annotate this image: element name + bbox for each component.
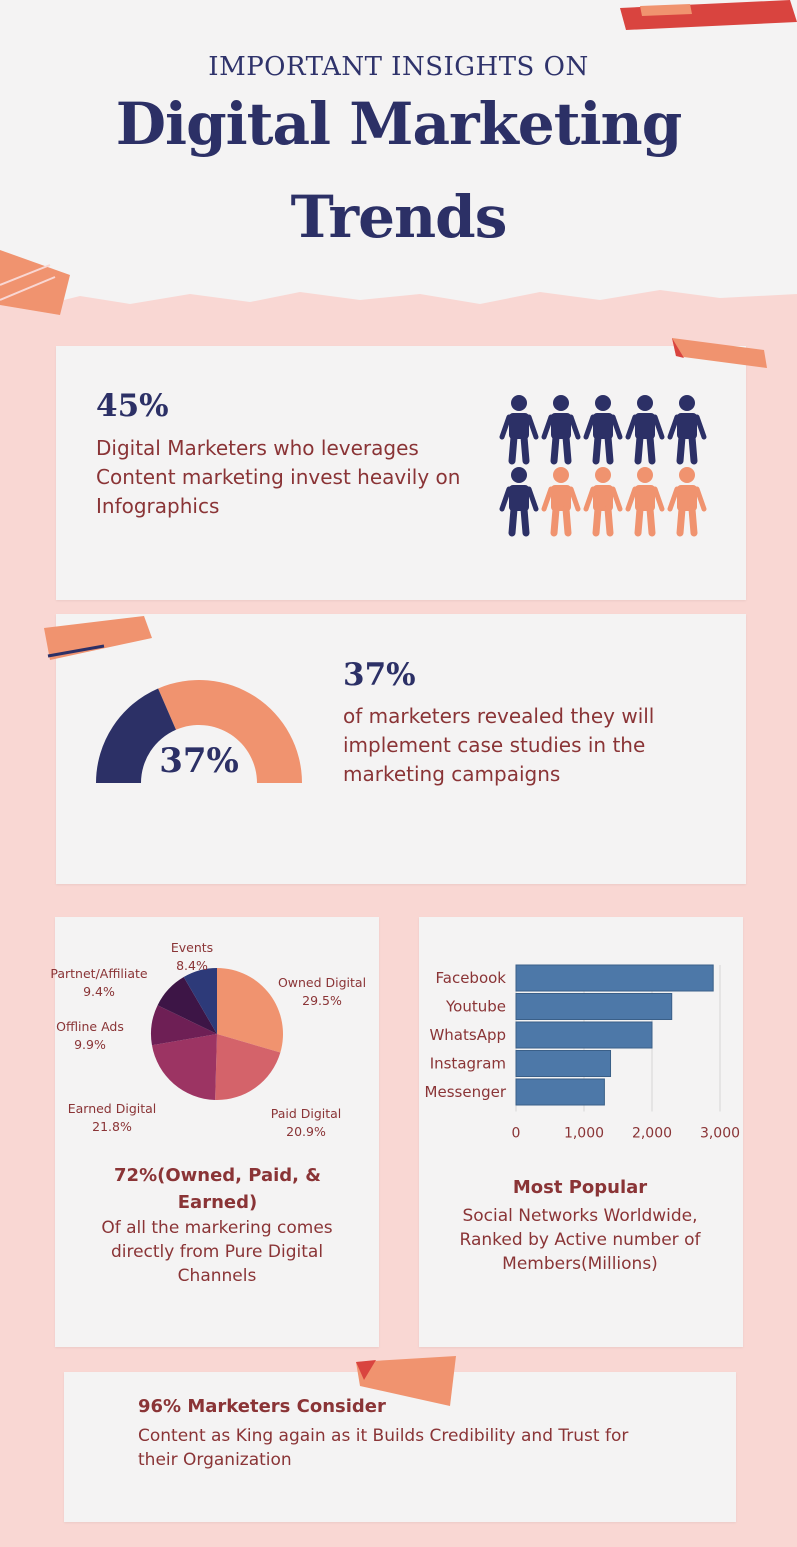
- bar: [515, 1078, 605, 1106]
- x-tick-label: 2,000: [632, 1126, 672, 1142]
- bar: [515, 993, 673, 1020]
- tape-card2: [44, 616, 152, 660]
- pie-category-label: Earned Digital: [68, 1101, 157, 1116]
- torn-paper-edge: [0, 290, 797, 332]
- pie-headline: 72%(Owned, Paid, & Earned): [114, 1165, 321, 1213]
- tape-left: [0, 250, 70, 315]
- person-icon: [499, 395, 539, 465]
- bottom-card: [64, 1372, 736, 1522]
- pie-category-label: Owned Digital: [278, 975, 366, 990]
- pie-value-label: 29.5%: [302, 993, 342, 1008]
- x-tick-label: 0: [512, 1126, 521, 1142]
- page-title-line2: Trends: [290, 183, 508, 251]
- pie-category-label: Offline Ads: [56, 1019, 124, 1034]
- tape-bottom: [356, 1356, 456, 1406]
- page-title: Digital Marketing: [115, 90, 683, 158]
- header-background: [0, 0, 797, 315]
- pie-value-label: 21.8%: [92, 1119, 132, 1134]
- pie-slice: [151, 1005, 217, 1046]
- bar-headline: Most Popular: [512, 1177, 648, 1198]
- pie-chart: Owned Digital 29.5% Paid Digital 20.9% Earne…: [50, 940, 366, 1139]
- person-icon: [667, 395, 707, 465]
- bar-description: Social Networks Worldwide, Ranked by Act…: [459, 1206, 701, 1274]
- bar-category-label: Youtube: [445, 998, 506, 1016]
- pie-slice: [217, 968, 283, 1053]
- header-kicker: IMPORTANT INSIGHTS ON: [208, 52, 589, 82]
- bar-category-label: WhatsApp: [429, 1026, 506, 1044]
- person-icon: [625, 467, 665, 537]
- pie-slice: [151, 1034, 217, 1100]
- gauge-value-arc: [96, 688, 176, 783]
- pie-category-label: Events: [171, 940, 213, 955]
- person-icon: [499, 467, 539, 537]
- insight-card-1: [56, 346, 746, 600]
- bottom-headline: 96% Marketers Consider: [138, 1396, 386, 1417]
- pie-slice: [215, 1034, 281, 1100]
- pie-slice: [157, 976, 217, 1034]
- bar: [515, 964, 714, 992]
- person-icon: [541, 395, 581, 465]
- bottom-text: Content as King again as it Builds Credi…: [138, 1426, 629, 1470]
- bar: [515, 1021, 653, 1049]
- gauge-remaining-arc: [158, 680, 302, 783]
- people-icon-grid: [499, 395, 707, 537]
- gauge-label: 37%: [159, 741, 239, 781]
- tape-top-right: [620, 0, 797, 30]
- pie-slice: [183, 968, 217, 1034]
- pie-value-label: 8.4%: [176, 958, 208, 973]
- pie-category-label: Partnet/Affiliate: [50, 966, 148, 981]
- person-icon: [541, 467, 581, 537]
- x-tick-label: 3,000: [700, 1126, 740, 1142]
- bar-category-label: Instagram: [430, 1055, 506, 1073]
- tape-card1: [672, 338, 767, 368]
- person-icon: [583, 395, 623, 465]
- bar-category-label: Facebook: [436, 969, 507, 987]
- person-icon: [583, 467, 623, 537]
- insight1-text: Digital Marketers who leverages Content …: [96, 436, 461, 518]
- pie-description: Of all the markering comes directly from…: [101, 1218, 333, 1286]
- person-icon: [667, 467, 707, 537]
- pie-value-label: 9.4%: [83, 984, 115, 999]
- pie-value-label: 9.9%: [74, 1037, 106, 1052]
- pie-category-label: Paid Digital: [271, 1106, 342, 1121]
- half-donut-gauge: 37%: [96, 680, 302, 783]
- bar-category-label: Messenger: [425, 1083, 507, 1101]
- insight2-percent: 37%: [343, 657, 416, 693]
- insight2-text: of marketers revealed they will implemen…: [343, 704, 655, 786]
- x-tick-label: 1,000: [564, 1126, 604, 1142]
- person-icon: [625, 395, 665, 465]
- bar-chart: Facebook Youtube WhatsApp Instagram Messenge…: [425, 964, 740, 1142]
- insight-card-2: [56, 614, 746, 884]
- bar: [515, 1050, 612, 1077]
- insight1-percent: 45%: [96, 388, 169, 424]
- pie-value-label: 20.9%: [286, 1124, 326, 1139]
